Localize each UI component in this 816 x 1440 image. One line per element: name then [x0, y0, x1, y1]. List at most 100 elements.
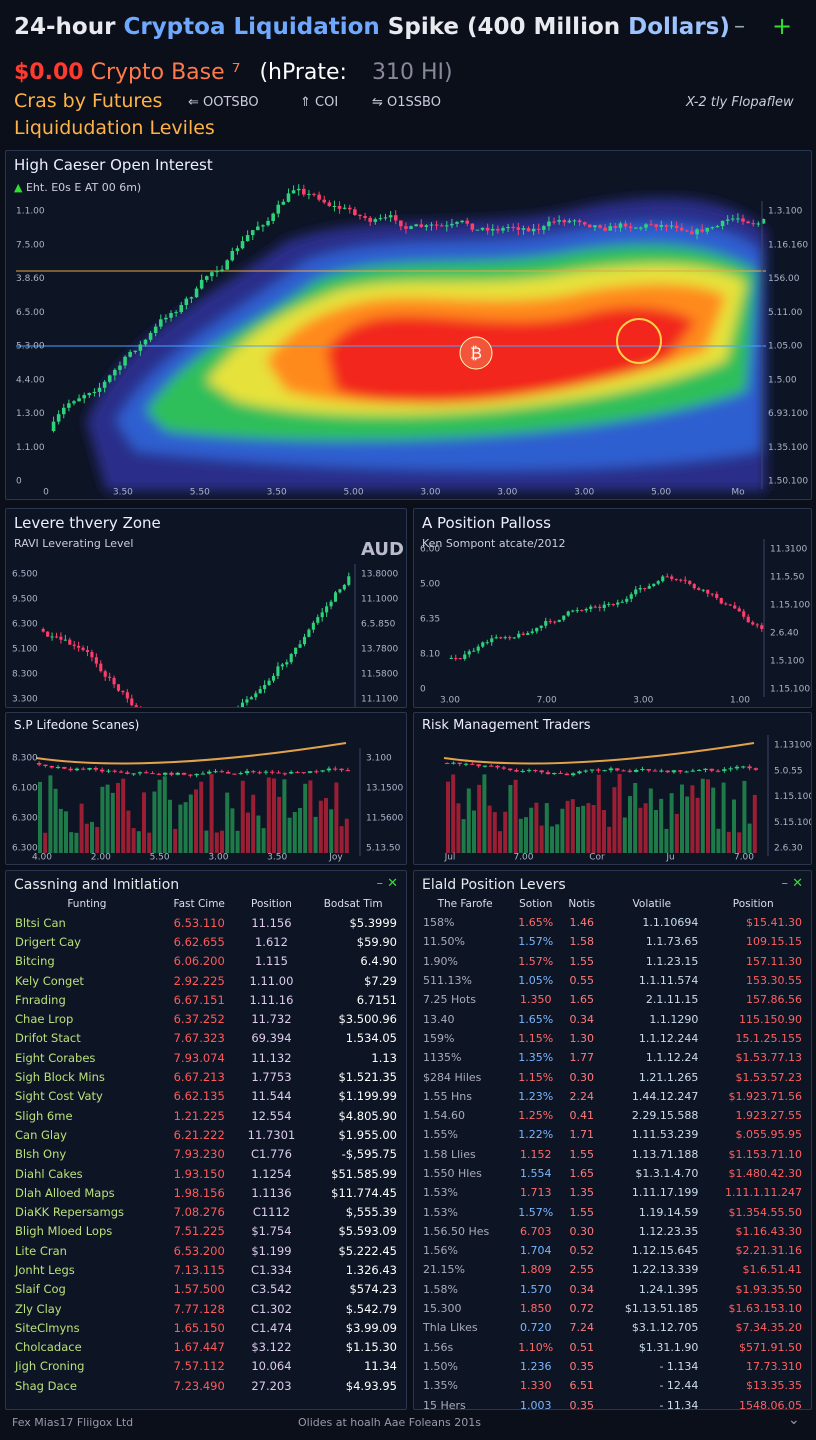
candle-body [325, 606, 329, 613]
cell: $1.6.51.41 [742, 1263, 802, 1277]
candle-body [81, 647, 85, 651]
candle-body [112, 677, 116, 685]
row: 1.55 Hns 1.23% 2.24 1.44.12.247 $1.923.71.56 [420, 1087, 805, 1106]
cell: 1.850 [519, 1302, 552, 1316]
candle-body [368, 217, 372, 222]
candle-body [383, 217, 388, 219]
y-tick-label: 5.100 [12, 645, 38, 655]
volume-bar [147, 832, 152, 853]
cell: $5.593.09 [338, 1224, 397, 1239]
volume-bar [654, 810, 658, 853]
panel-chart: 1.13100 5.0.55 1.15.100 5.15.100 2.6.30 Jul 7.… [444, 735, 812, 863]
cell: 11.732 [251, 1012, 292, 1027]
candle-body [258, 689, 262, 694]
candle-body [685, 230, 689, 232]
candle-body [674, 578, 678, 580]
volume-bar [308, 780, 313, 853]
x-tick-label: 3.50 [267, 853, 287, 863]
candle-body [633, 227, 638, 229]
cell: 1.330 [519, 1379, 552, 1393]
candle-body [311, 622, 315, 630]
candle-body [557, 619, 561, 622]
cell: - 12.44 [659, 1379, 699, 1393]
cell: Slaif Cog [15, 1282, 66, 1297]
volume-bar [518, 818, 523, 853]
cell: Chae Lrop [15, 1012, 74, 1027]
volume-bar [565, 800, 570, 853]
add-button[interactable]: + [772, 12, 793, 40]
candle-body [465, 220, 470, 224]
title-part: Spike (400 Million [387, 14, 621, 40]
cell: $51.585.99 [331, 1166, 397, 1181]
candle-body [317, 194, 321, 200]
volume-bar [706, 779, 710, 853]
y-tick-label: 5.15.100 [774, 818, 812, 828]
cell: 0.34 [569, 1012, 595, 1026]
cell: 7.08.276 [173, 1205, 225, 1220]
row: 15 Hers 1.003 0.35 - 11.34 1548.06.05 [420, 1395, 805, 1409]
y-tick-label: 156.00 [768, 274, 800, 284]
candle-body [121, 690, 125, 693]
cell: 0.720 [519, 1321, 552, 1335]
cell: 13.40 [423, 1012, 455, 1026]
volume-bar [90, 821, 94, 853]
candle-body [690, 770, 696, 772]
row: Sligh 6me 1.21.225 12.554 $4.805.90 [12, 1106, 400, 1125]
volume-bar [726, 831, 731, 853]
candle-body [220, 269, 224, 271]
volume-bar [58, 808, 63, 853]
row: 1.56s 1.10% 0.51 $1.31.1.90 $571.91.50 [420, 1338, 805, 1357]
cell: $1.53.57.23 [735, 1070, 802, 1084]
cell: Drifot Stact [15, 1031, 81, 1046]
table-controls[interactable]: – ✕ [376, 876, 398, 891]
cell: 11.34 [364, 1359, 397, 1374]
candle-body [659, 770, 664, 772]
candle-body [133, 350, 138, 352]
cell: 109.15.15 [746, 935, 802, 949]
cell: C1.334 [250, 1262, 292, 1277]
table-controls[interactable]: – ✕ [781, 876, 803, 891]
candle-body [615, 768, 620, 771]
y-tick-label: 6.00 [420, 545, 440, 555]
candle-body [194, 288, 199, 298]
row: 1.58% 1.570 0.34 1.24.1.395 $1.93.35.50 [420, 1280, 805, 1299]
candle-body [337, 205, 342, 209]
candle-body [87, 767, 92, 770]
candle-body [338, 589, 342, 593]
x-tick-label: 3.00 [574, 488, 594, 498]
candle-body [623, 223, 628, 227]
cell: $3.1.12.705 [631, 1321, 699, 1335]
candle-body [539, 625, 543, 628]
volume-bar [607, 826, 612, 853]
candle-body [188, 774, 193, 776]
candle-body [654, 224, 658, 227]
cell: 1.67.447 [173, 1340, 225, 1355]
volume-bar [482, 774, 487, 853]
expand-button[interactable]: ⌄ [788, 1412, 800, 1428]
candle-body [734, 766, 740, 769]
candle-body [580, 610, 584, 612]
candle-body [103, 671, 107, 677]
y-tick-label: 1.35.100 [768, 443, 808, 453]
volume-bar [529, 807, 534, 853]
candle-body [56, 414, 61, 422]
minimize-button[interactable]: – [734, 14, 745, 39]
volume-bar [659, 798, 664, 853]
y-tick-label: 13.8000 [361, 570, 398, 580]
candle-body [557, 220, 561, 222]
volume-bar [461, 819, 466, 853]
x-tick-label: Cor [589, 853, 605, 863]
candle-body [286, 193, 291, 202]
candle-body [164, 317, 168, 320]
cell: $3.500.96 [338, 1012, 397, 1027]
candle-body [481, 642, 485, 647]
cell: Jonht Legs [15, 1262, 75, 1277]
y-tick-label: 13.7800 [361, 645, 398, 655]
candle-body [455, 222, 459, 224]
row: Shag Dace 7.23.490 27.203 $4.93.95 [12, 1376, 400, 1395]
candle-body [512, 637, 516, 639]
cell: $3.122 [251, 1340, 292, 1355]
cell: $59.90 [356, 934, 397, 949]
candle-body [276, 204, 281, 214]
candle-body [373, 219, 378, 222]
